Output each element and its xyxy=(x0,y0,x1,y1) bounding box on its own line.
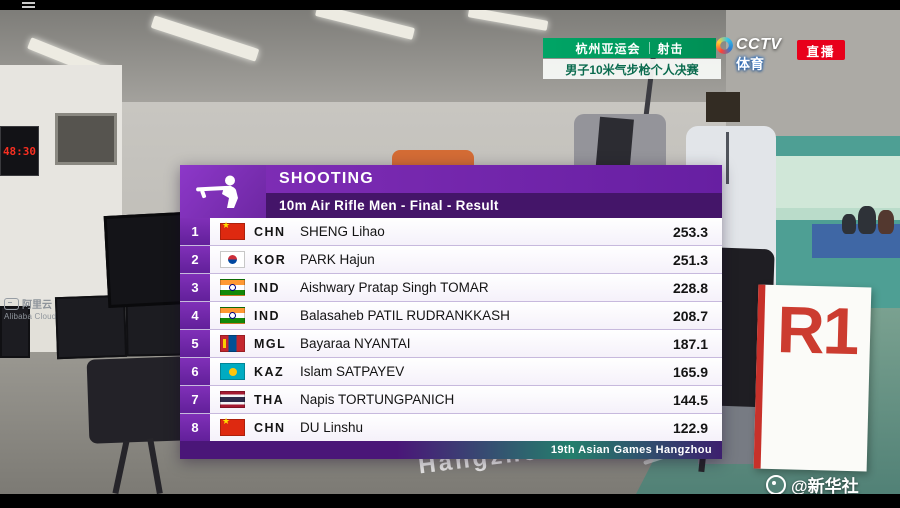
athlete-name: Napis TORTUNGPANICH xyxy=(300,392,455,407)
rank-badge: 4 xyxy=(180,302,210,329)
channel-name: CCTV xyxy=(736,36,782,53)
score-value: 187.1 xyxy=(672,335,708,352)
event-badge-sport: 射击 xyxy=(657,41,684,56)
score-value: 253.3 xyxy=(672,223,708,240)
results-title: SHOOTING xyxy=(266,165,722,193)
country-flag xyxy=(220,416,245,436)
channel-logo: CCTV 体育 xyxy=(716,36,796,74)
country-flag xyxy=(220,279,245,296)
athlete-name: Bayaraa NYANTAI xyxy=(300,336,411,351)
alibaba-cloud-cn: 阿里云 xyxy=(22,300,52,311)
rank-badge: 5 xyxy=(180,330,210,357)
rank-badge: 1 xyxy=(180,218,210,245)
athlete-name: DU Linshu xyxy=(300,420,364,435)
result-row: 7 THA Napis TORTUNGPANICH 144.5 xyxy=(180,386,722,414)
shooting-pictogram-icon xyxy=(196,175,238,208)
results-subtitle: 10m Air Rifle Men - Final - Result xyxy=(266,193,722,218)
athlete-standing-head xyxy=(594,76,630,118)
player-marks-icon xyxy=(22,2,35,8)
video-feed: Hangzhou xyxy=(0,10,900,494)
score-value: 122.9 xyxy=(672,419,708,436)
results-header: SHOOTING 10m Air Rifle Men - Final - Res… xyxy=(180,165,722,218)
country-code: CHN xyxy=(254,224,286,239)
country-code: KOR xyxy=(254,252,287,267)
country-flag xyxy=(220,363,245,380)
coach-head xyxy=(706,92,740,122)
result-row: 3 IND Aishwary Pratap Singh TOMAR 228.8 xyxy=(180,274,722,302)
country-code: CHN xyxy=(254,420,286,435)
letterbox-bottom xyxy=(0,494,900,508)
results-table: 1 CHN SHENG Lihao 253.3 2 KOR PARK Hajun… xyxy=(180,218,722,441)
shooting-pictogram-box xyxy=(180,165,266,218)
event-subtitle-text: 男子10米气步枪个人决赛 xyxy=(565,62,699,77)
alibaba-cloud-en: Alibaba Cloud xyxy=(4,312,57,321)
result-row: 5 MGL Bayaraa NYANTAI 187.1 xyxy=(180,330,722,358)
spectator xyxy=(842,214,856,234)
score-value: 144.5 xyxy=(672,391,708,408)
rank-badge: 6 xyxy=(180,358,210,385)
rank-badge: 7 xyxy=(180,386,210,413)
alibaba-cloud-icon xyxy=(4,297,19,310)
range-timer-value: 48:30 xyxy=(2,144,37,158)
result-row: 8 CHN DU Linshu 122.9 xyxy=(180,414,722,441)
country-flag xyxy=(220,307,245,324)
letterbox-top xyxy=(0,0,900,10)
results-footer: 19th Asian Games Hangzhou xyxy=(180,441,722,459)
watermark: @新华社 xyxy=(766,472,859,494)
score-value: 208.7 xyxy=(672,307,708,324)
country-code: THA xyxy=(254,392,285,407)
country-flag xyxy=(220,335,245,352)
cctv-swirl-icon xyxy=(716,36,733,54)
athlete-name: Aishwary Pratap Singh TOMAR xyxy=(300,280,489,295)
channel-sub: 体育 xyxy=(736,56,764,72)
result-row: 1 CHN SHENG Lihao 253.3 xyxy=(180,218,722,246)
watermark-text: @新华社 xyxy=(791,477,859,494)
country-flag xyxy=(220,251,245,268)
results-panel: SHOOTING 10m Air Rifle Men - Final - Res… xyxy=(180,165,722,459)
equipment-case xyxy=(86,356,190,444)
alibaba-cloud-logo: 阿里云 Alibaba Cloud xyxy=(4,296,78,321)
country-code: IND xyxy=(254,308,281,323)
rank-badge: 3 xyxy=(180,274,210,301)
country-code: KAZ xyxy=(254,364,285,379)
coach-lanyard xyxy=(726,132,729,184)
weibo-icon xyxy=(766,474,786,494)
athlete-name: Balasaheb PATIL RUDRANKKASH xyxy=(300,308,510,323)
scene-window xyxy=(55,113,117,165)
country-flag xyxy=(220,391,245,408)
badge-divider xyxy=(648,42,650,54)
results-footer-text: 19th Asian Games Hangzhou xyxy=(550,444,712,456)
event-badge-name: 杭州亚运会 xyxy=(575,41,641,56)
result-row: 6 KAZ Islam SATPAYEV 165.9 xyxy=(180,358,722,386)
score-value: 165.9 xyxy=(672,363,708,380)
athlete-name: SHENG Lihao xyxy=(300,224,385,239)
athlete-name: PARK Hajun xyxy=(300,252,375,267)
lane-sign-board: R1 xyxy=(753,284,872,472)
event-subtitle-badge: 男子10米气步枪个人决赛 xyxy=(543,59,721,79)
live-badge: 直播 xyxy=(797,40,845,60)
country-flag xyxy=(220,220,245,240)
score-value: 228.8 xyxy=(672,279,708,296)
rank-badge: 8 xyxy=(180,414,210,441)
spectator xyxy=(858,206,876,234)
range-display-screen xyxy=(103,211,189,309)
lane-sign-text: R1 xyxy=(776,292,859,369)
scene-left-wall xyxy=(0,65,122,317)
result-row: 4 IND Balasaheb PATIL RUDRANKKASH 208.7 xyxy=(180,302,722,330)
rank-badge: 2 xyxy=(180,246,210,273)
country-code: MGL xyxy=(254,336,287,351)
spectator xyxy=(878,210,894,234)
range-timer: 48:30 xyxy=(0,126,39,176)
event-badge: 杭州亚运会 射击 xyxy=(543,38,716,58)
result-row: 2 KOR PARK Hajun 251.3 xyxy=(180,246,722,274)
monitor xyxy=(0,306,30,358)
score-value: 251.3 xyxy=(672,251,708,268)
athlete-name: Islam SATPAYEV xyxy=(300,364,405,379)
country-code: IND xyxy=(254,280,281,295)
